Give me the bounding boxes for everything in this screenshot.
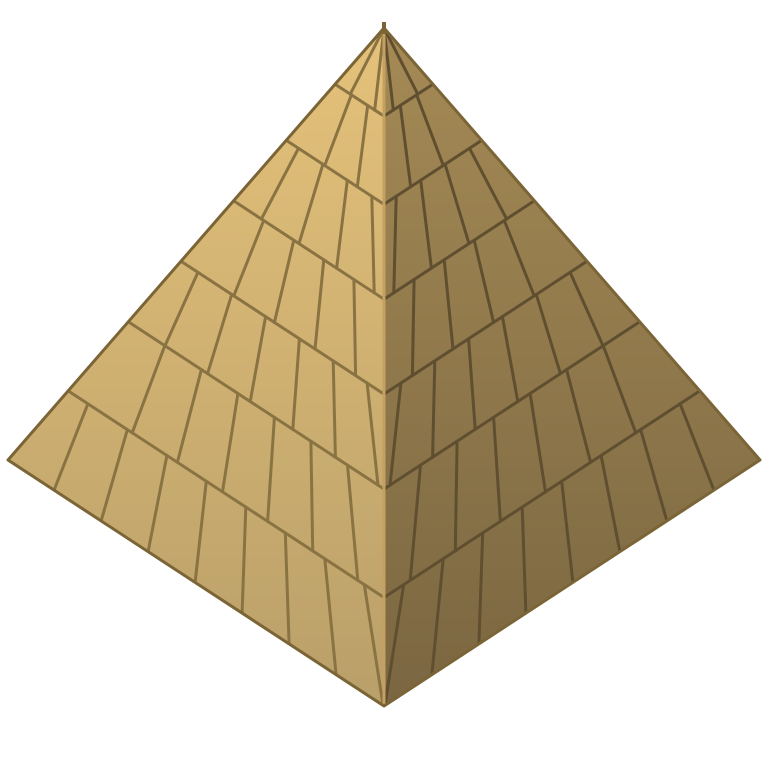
right-block-joint [431, 359, 437, 459]
right-block-joint [568, 270, 605, 348]
right-block-joint [419, 178, 433, 270]
left-block-joint [355, 104, 370, 189]
right-block-joint [599, 454, 622, 554]
left-block-joint [206, 293, 234, 376]
right-block-joint [410, 278, 416, 377]
left-course-line [126, 320, 384, 491]
right-block-joint [415, 93, 445, 167]
left-block-joint [130, 344, 167, 435]
right-block-joint [384, 28, 395, 112]
left-block-joint [323, 557, 338, 677]
right-block-joint [500, 315, 520, 403]
left-block-joint [259, 146, 300, 221]
left-block-joint [370, 194, 376, 295]
right-block-joint [384, 28, 420, 96]
left-block-joint [313, 258, 326, 351]
left-course-line [284, 138, 384, 206]
left-block-joint [240, 505, 248, 615]
left-block-joint [335, 178, 349, 270]
left-block-joint [146, 454, 169, 554]
left-course-line [179, 259, 384, 396]
left-block-joint [221, 392, 240, 494]
right-block-joint [601, 344, 638, 435]
right-block-joint [442, 258, 455, 351]
right-block-joint [430, 557, 445, 677]
left-block-joint [309, 439, 315, 553]
right-course-line [384, 259, 589, 396]
left-block-joint [175, 368, 203, 464]
left-block-joint [352, 278, 358, 377]
right-block-joint [502, 219, 536, 298]
right-block-joint [639, 428, 669, 523]
left-block-joint [362, 583, 384, 706]
right-block-joint [528, 392, 547, 494]
right-block-joint [408, 463, 422, 582]
left-block-joint [297, 162, 325, 246]
left-block-joint [365, 381, 380, 487]
left-block-joint [346, 463, 360, 582]
right-course-line [384, 389, 702, 599]
left-block-joint [163, 270, 200, 348]
left-block-joint [248, 315, 268, 403]
left-block-joint [331, 359, 337, 459]
right-block-joint [520, 505, 528, 615]
right-block-joint [678, 402, 716, 492]
left-block-joint [291, 337, 301, 431]
left-block-joint [272, 238, 296, 324]
right-block-joint [472, 238, 496, 324]
left-block-joint [373, 28, 384, 112]
right-course-line [384, 199, 536, 301]
right-block-joint [467, 337, 477, 431]
right-block-joint [565, 368, 593, 464]
pyramid-outline [6, 26, 762, 708]
right-block-joint [443, 162, 471, 246]
left-block-joint [232, 219, 266, 298]
right-block-joint [534, 293, 562, 376]
right-block-joint [492, 415, 502, 523]
right-block-joint [453, 439, 459, 553]
right-block-joint [477, 531, 485, 646]
right-block-joint [468, 146, 509, 221]
left-course-line [232, 199, 384, 301]
right-block-joint [392, 194, 398, 295]
right-block-joint [384, 583, 406, 706]
left-block-joint [323, 93, 353, 167]
right-block-joint [560, 479, 575, 584]
left-block-joint [348, 28, 384, 96]
left-block-joint [266, 415, 276, 523]
left-course-line [66, 389, 384, 599]
left-block-joint [52, 402, 90, 492]
right-block-joint [388, 381, 403, 487]
right-face-block-lines [384, 28, 716, 706]
left-block-joint [283, 531, 291, 646]
right-course-line [384, 138, 484, 206]
right-block-joint [398, 104, 413, 189]
left-block-joint [193, 479, 208, 584]
left-block-joint [99, 428, 129, 523]
left-face-block-lines [52, 28, 384, 706]
right-course-line [384, 320, 642, 491]
